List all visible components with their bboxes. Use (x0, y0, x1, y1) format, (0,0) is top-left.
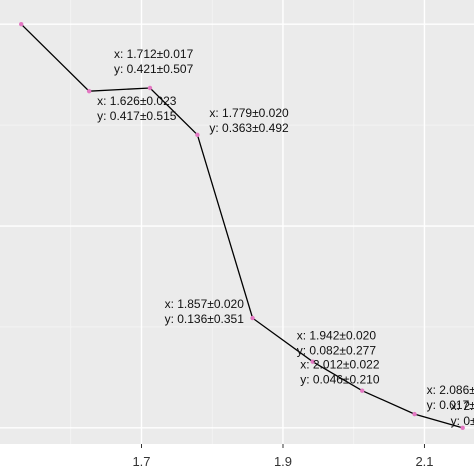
data-point (460, 425, 465, 431)
point-label-y: y: 0.136±0.351 (165, 312, 245, 326)
point-label-x: x: 2.012±0.022 (300, 358, 380, 372)
point-label-y: y: 0±0 (451, 414, 474, 428)
data-point (195, 132, 200, 138)
data-point (147, 85, 153, 91)
grid-major-lines (0, 0, 474, 444)
point-label-y: y: 0.017±0.131 (427, 398, 474, 412)
point-label-y: y: 0.082±0.277 (297, 344, 377, 358)
data-point (310, 359, 315, 364)
x-tick-label: 2.1 (415, 454, 433, 469)
x-tick-label: 1.9 (274, 454, 292, 469)
point-label-x: x: 1.779±0.020 (209, 106, 289, 120)
data-point (360, 388, 365, 393)
point-label-x: x: 1.942±0.020 (297, 329, 377, 343)
plot-panel (0, 0, 474, 444)
data-point (250, 315, 255, 321)
point-label-x: x: 1.626±0.023 (97, 94, 177, 108)
point-label-y: y: 0.046±0.210 (300, 373, 380, 387)
point-label-y: y: 0.417±0.515 (97, 109, 177, 123)
x-axis: 1.7 1.9 2.1 (132, 444, 434, 469)
data-point (412, 411, 417, 417)
point-label-x: x: 2.086±0.021 (427, 383, 474, 397)
data-point (19, 22, 24, 27)
point-annotations: x: 1.530±0.025y: 0.500±0.577x: 1.626±0.0… (25, 0, 474, 428)
data-points (19, 22, 465, 431)
point-label-x: x: 1.712±0.017 (114, 47, 194, 61)
x-tick-label: 1.7 (132, 454, 150, 469)
point-label-x: x: 1.857±0.020 (165, 297, 245, 311)
point-label-y: y: 0.363±0.492 (209, 121, 289, 135)
data-point (86, 89, 92, 94)
point-label-y: y: 0.421±0.507 (114, 62, 194, 76)
point-label-x: x: 2.154±0 (451, 399, 474, 413)
